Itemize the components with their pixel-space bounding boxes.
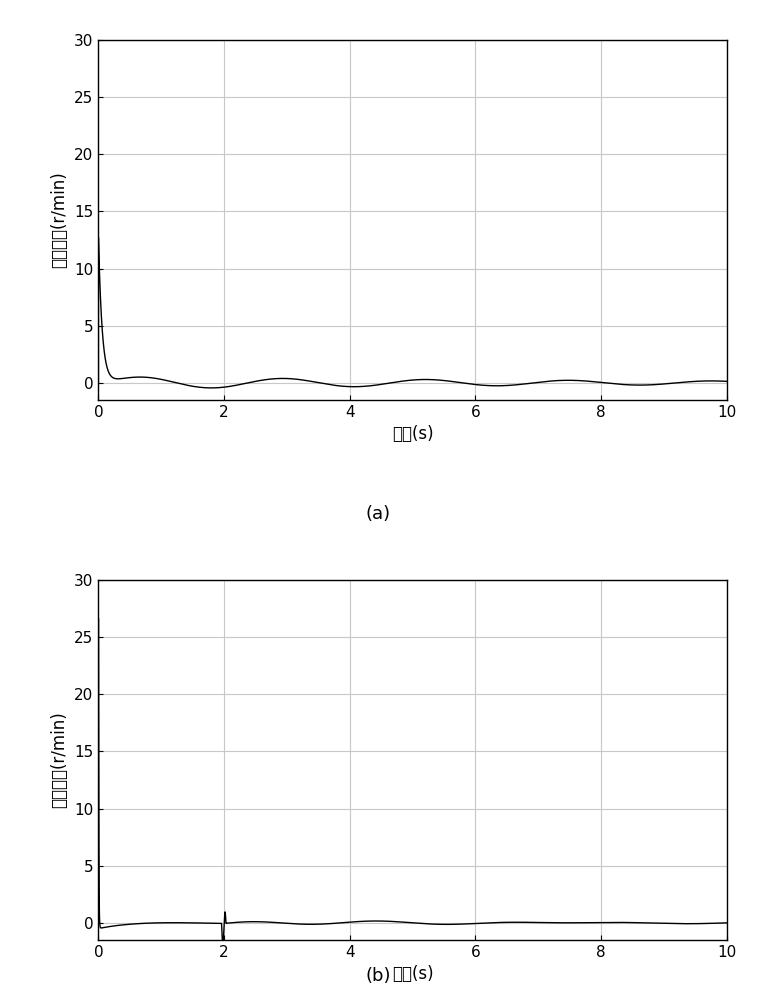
Text: (a): (a)	[366, 505, 391, 523]
X-axis label: 时间(s): 时间(s)	[392, 965, 433, 983]
X-axis label: 时间(s): 时间(s)	[392, 425, 433, 443]
Text: (b): (b)	[366, 967, 391, 985]
Y-axis label: 转速误差(r/min): 转速误差(r/min)	[51, 172, 69, 268]
Y-axis label: 转速误差(r/min): 转速误差(r/min)	[51, 712, 69, 808]
